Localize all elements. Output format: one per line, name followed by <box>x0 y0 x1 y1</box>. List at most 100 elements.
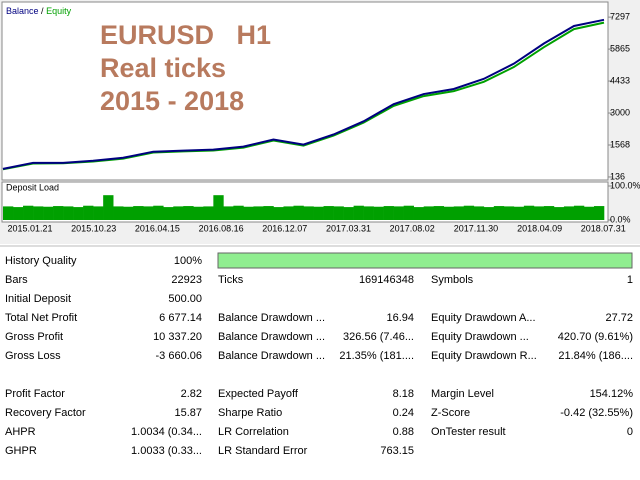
bar <box>213 195 224 220</box>
bar <box>153 205 164 220</box>
legend: Balance / Equity <box>6 6 72 16</box>
bar <box>133 206 144 220</box>
x-tick-label: 2016.12.07 <box>262 223 307 233</box>
cell-value: 21.35% (181.... <box>339 350 414 362</box>
bar <box>473 206 485 220</box>
cell-label: Equity Drawdown A... <box>431 312 536 324</box>
legend-entry: Equity <box>46 6 72 16</box>
y-tick-label: 1568 <box>610 139 630 149</box>
cell-value: 154.12% <box>590 388 634 400</box>
x-tick-label: 2016.04.15 <box>135 223 180 233</box>
bar <box>253 206 264 220</box>
bar <box>83 205 94 220</box>
legend-separator: / <box>41 6 44 16</box>
cell-value: -3 660.06 <box>156 350 202 362</box>
annotation: EURUSD H1 <box>100 20 271 50</box>
bar <box>93 206 104 220</box>
cell-label: OnTester result <box>431 426 506 438</box>
cell-label: AHPR <box>5 426 36 438</box>
bar <box>303 206 314 220</box>
cell-value: -0.42 (32.55%) <box>560 407 633 419</box>
annotation: Real ticks <box>100 53 226 83</box>
cell-label: Balance Drawdown ... <box>218 350 325 362</box>
bar <box>293 205 304 220</box>
y-tick-label: 0.0% <box>610 214 631 224</box>
bar <box>433 206 445 220</box>
bar <box>193 206 204 220</box>
cell-value: 1.0034 (0.34... <box>131 426 202 438</box>
bar <box>583 206 595 220</box>
bar <box>563 206 575 220</box>
cell-label: Sharpe Ratio <box>218 407 282 419</box>
legend-entry: Balance <box>6 6 39 16</box>
bar <box>33 206 44 220</box>
cell-label: Symbols <box>431 274 474 286</box>
bar <box>513 206 525 220</box>
bar <box>243 206 254 220</box>
bar <box>63 206 74 220</box>
bar <box>263 206 274 220</box>
cell-label: Balance Drawdown ... <box>218 331 325 343</box>
bar <box>373 206 384 220</box>
cell-value: 169146348 <box>359 274 414 286</box>
bar <box>483 207 495 220</box>
cell-label: Equity Drawdown ... <box>431 331 529 343</box>
cell-label: LR Correlation <box>218 426 289 438</box>
bar <box>573 205 585 220</box>
y-tick-label: 3000 <box>610 107 630 117</box>
annotation: 2015 - 2018 <box>100 86 244 116</box>
cell-value: 21.84% (186.... <box>558 350 633 362</box>
bar <box>3 206 14 220</box>
bar <box>123 206 134 220</box>
cell-label: Expected Payoff <box>218 388 299 400</box>
bar <box>493 206 505 220</box>
cell-value: 326.56 (7.46... <box>343 331 414 343</box>
bar <box>363 206 374 220</box>
bar <box>313 206 324 220</box>
cell-value: 8.18 <box>393 388 414 400</box>
cell-value: 500.00 <box>168 293 202 305</box>
cell-value: 27.72 <box>605 312 633 324</box>
x-tick-label: 2017.03.31 <box>326 223 371 233</box>
cell-label: Profit Factor <box>5 388 65 400</box>
bar <box>453 206 465 220</box>
cell-label: Recovery Factor <box>5 407 86 419</box>
cell-value: 10 337.20 <box>153 331 202 343</box>
cell-label: Gross Loss <box>5 350 61 362</box>
cell-value: 15.87 <box>174 407 202 419</box>
cell-label: Ticks <box>218 274 244 286</box>
x-tick-label: 2018.04.09 <box>517 223 562 233</box>
cell-label: Z-Score <box>431 407 470 419</box>
quality-bar <box>217 252 633 269</box>
x-tick-label: 2016.08.16 <box>199 223 244 233</box>
cell-label: History Quality <box>5 255 77 267</box>
bar <box>353 205 364 220</box>
cell-value: 22923 <box>171 274 202 286</box>
bar <box>13 207 24 220</box>
bar <box>143 206 154 220</box>
y-tick-label: 5865 <box>610 43 630 53</box>
balance-chart-area <box>1 1 609 181</box>
cell-label: Gross Profit <box>5 331 63 343</box>
bar <box>443 206 455 220</box>
cell-value: 0 <box>627 426 633 438</box>
cell-value: 16.94 <box>386 312 414 324</box>
bar <box>523 205 535 220</box>
cell-label: Margin Level <box>431 388 494 400</box>
bar <box>233 205 244 220</box>
bar <box>323 206 334 220</box>
bar <box>163 207 174 220</box>
x-tick-label: 2017.11.30 <box>454 223 498 233</box>
bar <box>393 206 404 220</box>
bar <box>383 206 394 220</box>
cell-label: Total Net Profit <box>5 312 77 324</box>
cell-value: 763.15 <box>380 445 414 457</box>
cell-value: 1 <box>627 274 633 286</box>
x-tick-label: 2017.08.02 <box>390 223 435 233</box>
bar <box>423 206 435 220</box>
bar <box>413 207 424 220</box>
y-tick-label: 136 <box>610 171 625 181</box>
bar <box>173 206 184 220</box>
cell-value: 1.0033 (0.33... <box>131 445 202 457</box>
